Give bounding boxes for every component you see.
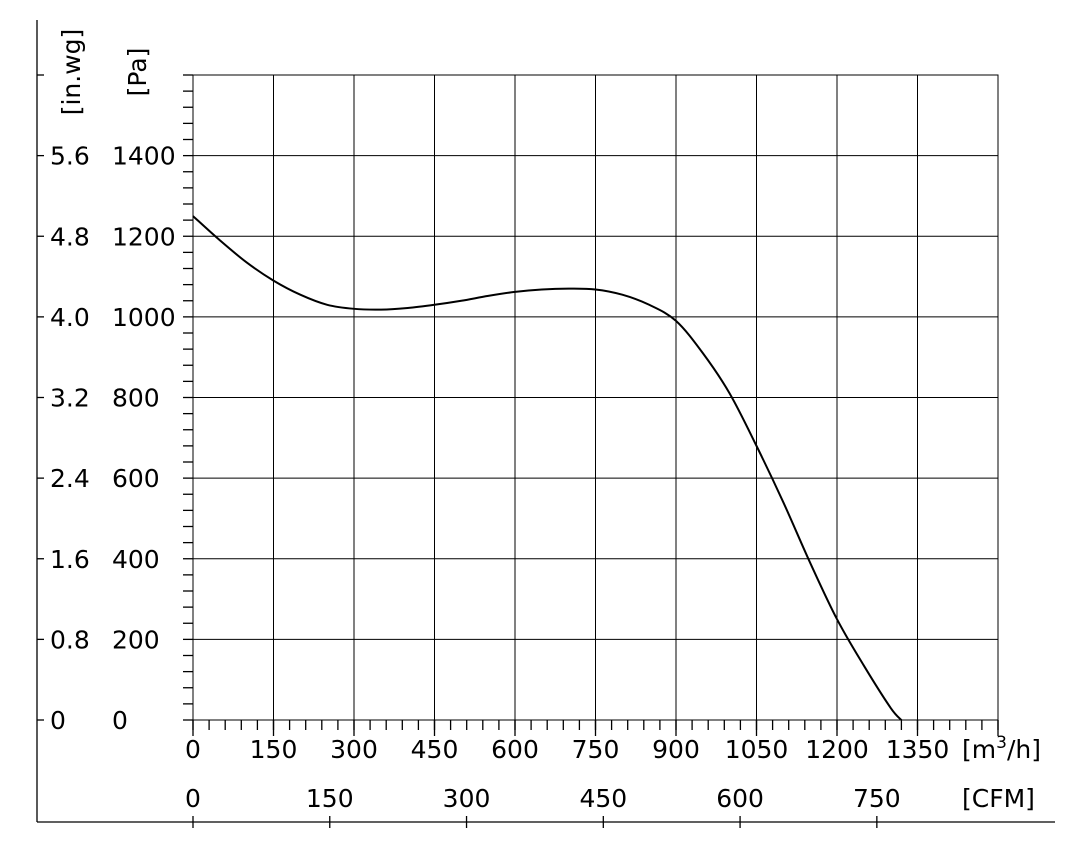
performance-curve	[192, 215, 903, 721]
grid	[192, 74, 999, 721]
x-axis-label-m3h: [m3/h]	[962, 733, 1041, 764]
minor-ticks	[183, 74, 999, 736]
y-tick-label-pa: 400	[112, 545, 160, 574]
y-tick-label-inwg: 5.6	[50, 142, 90, 171]
y-axis-label-pa: [Pa]	[123, 48, 152, 97]
y-tick-label-inwg: 1.6	[50, 545, 90, 574]
x-tick-labels: 0 150 300 450 600 750 900 1050 1200 1350 0 150 300 45…	[185, 735, 949, 813]
x-tick-label-cfm: 600	[716, 784, 764, 813]
x-tick-label-m3h: 1200	[805, 735, 869, 764]
x-axis-label-m3h-superscript: 3	[996, 733, 1007, 753]
y-tick-label-pa: 600	[112, 464, 160, 493]
y-tick-label-pa: 1000	[112, 303, 176, 332]
x-tick-label-m3h: 300	[330, 735, 378, 764]
x-tick-label-m3h: 900	[652, 735, 700, 764]
y-tick-label-pa: 0	[112, 706, 128, 735]
y-tick-label-inwg: 0	[50, 706, 66, 735]
x-tick-label-m3h: 150	[250, 735, 298, 764]
y-tick-label-pa: 1400	[112, 142, 176, 171]
x-tick-label-m3h: 1350	[886, 735, 950, 764]
x-tick-label-m3h: 750	[572, 735, 620, 764]
x-tick-label-m3h: 0	[185, 735, 201, 764]
x-axis-label-m3h-prefix: [m	[962, 735, 996, 764]
x-tick-label-cfm: 0	[185, 784, 201, 813]
x-tick-label-cfm: 450	[579, 784, 627, 813]
y-tick-label-pa: 200	[112, 625, 160, 654]
y-tick-label-inwg: 4.8	[50, 222, 90, 251]
x-tick-label-cfm: 750	[853, 784, 901, 813]
x-axis-label-cfm: [CFM]	[962, 784, 1035, 813]
x-tick-label-cfm: 150	[306, 784, 354, 813]
y-tick-label-inwg: 2.4	[50, 464, 90, 493]
x-tick-label-m3h: 450	[411, 735, 459, 764]
y-tick-labels: 0 0 200 0.8 400 1.6 600 2.4 800 3.2 1000 4.0 1200 4.8…	[50, 142, 176, 735]
axes	[36, 20, 1055, 828]
series	[192, 215, 903, 721]
x-tick-label-cfm: 300	[443, 784, 491, 813]
y-tick-label-pa: 1200	[112, 222, 176, 251]
y-tick-label-inwg: 3.2	[50, 384, 90, 413]
x-tick-label-m3h: 600	[491, 735, 539, 764]
x-tick-label-m3h: 1050	[725, 735, 789, 764]
y-tick-label-inwg: 0.8	[50, 625, 90, 654]
y-tick-label-inwg: 4.0	[50, 303, 90, 332]
y-axis-label-inwg: [in.wg]	[57, 29, 86, 116]
y-tick-label-pa: 800	[112, 384, 160, 413]
x-axis-label-m3h-suffix: /h]	[1007, 735, 1041, 764]
